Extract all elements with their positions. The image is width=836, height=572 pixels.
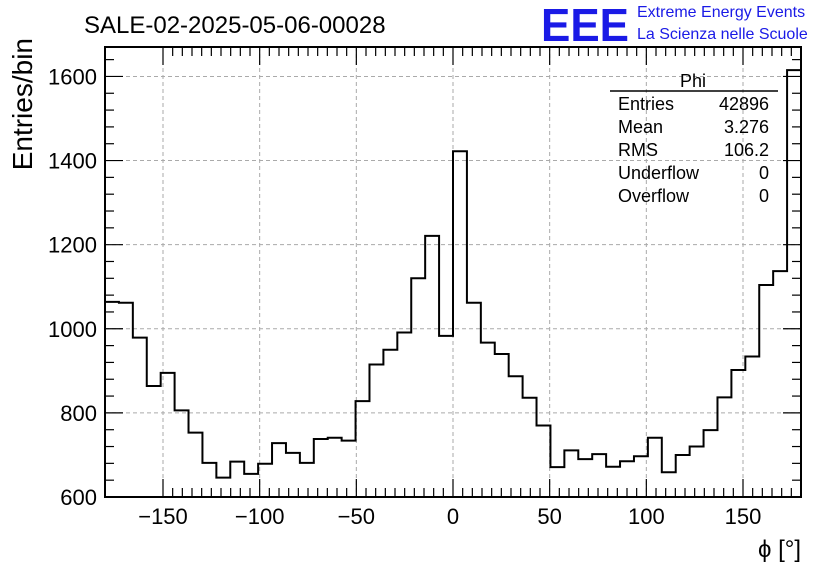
stats-row-value: 106.2: [724, 140, 769, 160]
stats-row-label: Mean: [618, 117, 663, 137]
y-tick-labels: 600 800 1000 1200 1400 1600: [48, 64, 97, 510]
stats-row-value: 0: [759, 163, 769, 183]
stats-row-value: 0: [759, 186, 769, 206]
y-tick-label: 1200: [48, 233, 97, 258]
y-tick-label: 1400: [48, 149, 97, 174]
tick-marks: [105, 47, 801, 498]
x-tick-label: 100: [628, 504, 665, 529]
y-tick-label: 800: [60, 401, 97, 426]
stats-box: Phi Entries 42896 Mean 3.276 RMS 106.2 Underfl…: [610, 71, 778, 206]
histogram-outline: [105, 69, 801, 479]
stats-title: Phi: [680, 71, 706, 91]
x-tick-label: −100: [235, 504, 285, 529]
x-axis-label: ϕ [°]: [758, 536, 801, 563]
x-tick-label: −50: [338, 504, 375, 529]
x-tick-label: −150: [138, 504, 188, 529]
stats-row-label: Underflow: [618, 163, 700, 183]
stats-row-label: Entries: [618, 94, 674, 114]
y-tick-label: 600: [60, 485, 97, 510]
eee-logo-line2: La Scienza nelle Scuole: [637, 26, 808, 43]
x-tick-label: 150: [725, 504, 762, 529]
stats-row-label: RMS: [618, 140, 658, 160]
eee-logo-mark: EEE: [541, 0, 629, 51]
y-tick-label: 1600: [48, 64, 97, 89]
chart-title: SALE-02-2025-05-06-00028: [84, 12, 386, 39]
stats-row-value: 3.276: [724, 117, 769, 137]
stats-row-value: 42896: [719, 94, 769, 114]
x-tick-label: 0: [447, 504, 459, 529]
y-axis-label: Entries/bin: [7, 38, 38, 170]
stats-rows: Entries 42896 Mean 3.276 RMS 106.2 Underflow 0 O…: [618, 94, 769, 206]
eee-logo-line1: Extreme Energy Events: [637, 4, 805, 21]
y-tick-label: 1000: [48, 317, 97, 342]
eee-logo: EEE Extreme Energy Events La Scienza nel…: [541, 0, 808, 51]
x-tick-label: 50: [537, 504, 561, 529]
stats-row-label: Overflow: [618, 186, 690, 206]
x-tick-labels: −150 −100 −50 0 50 100 150: [138, 504, 761, 529]
